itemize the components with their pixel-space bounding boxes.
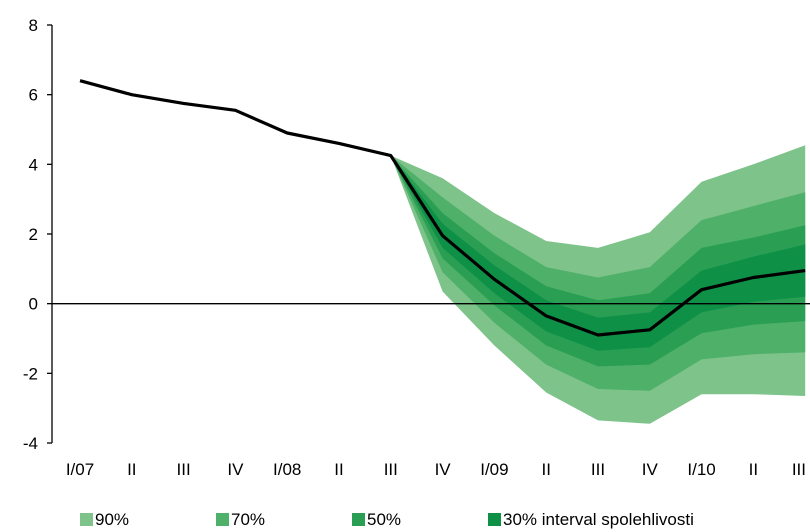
x-tick-label: III (591, 460, 605, 479)
x-tick-label: II (749, 460, 758, 479)
band-4 (390, 155, 806, 351)
y-tick-label: -4 (23, 434, 38, 453)
x-tick-label: I/10 (687, 460, 715, 479)
x-tick-label: II (334, 460, 343, 479)
legend-swatch-1 (80, 513, 93, 526)
central-projection-line (79, 79, 806, 337)
band-3 (390, 155, 806, 367)
y-tick-label: 6 (29, 86, 38, 105)
legend-label-1: 90% (95, 510, 129, 529)
x-tick-label: IV (227, 460, 244, 479)
y-tick-label: 8 (29, 16, 38, 35)
confidence-bands (390, 145, 806, 424)
x-axis-ticks: I/07 II III IV I/08 II III IV I/09 II III IV I/10 II I… (66, 460, 806, 479)
y-tick-label: -2 (23, 364, 38, 383)
y-tick-label: 2 (29, 225, 38, 244)
x-tick-label: IV (435, 460, 452, 479)
y-tick-label: 4 (29, 155, 38, 174)
legend-label-2: 70% (231, 510, 265, 529)
x-tick-label: II (541, 460, 550, 479)
x-tick-label: I/07 (66, 460, 94, 479)
legend-swatch-2 (216, 513, 229, 526)
x-tick-label: I/08 (273, 460, 301, 479)
x-tick-label: III (177, 460, 191, 479)
x-tick-label: III (792, 460, 806, 479)
legend-swatch-4 (488, 513, 501, 526)
legend-swatch-3 (352, 513, 365, 526)
legend-label-3: 50% (367, 510, 401, 529)
y-axis-ticks: 8 6 4 2 0 -2 -4 (23, 16, 52, 453)
legend: 90% 70% 50% 30% interval spolehlivosti (80, 510, 694, 529)
y-tick-label: 0 (29, 295, 38, 314)
x-tick-label: II (127, 460, 136, 479)
x-tick-label: IV (642, 460, 659, 479)
legend-label-4: 30% interval spolehlivosti (503, 510, 694, 529)
x-tick-label: I/09 (480, 460, 508, 479)
x-tick-label: III (384, 460, 398, 479)
